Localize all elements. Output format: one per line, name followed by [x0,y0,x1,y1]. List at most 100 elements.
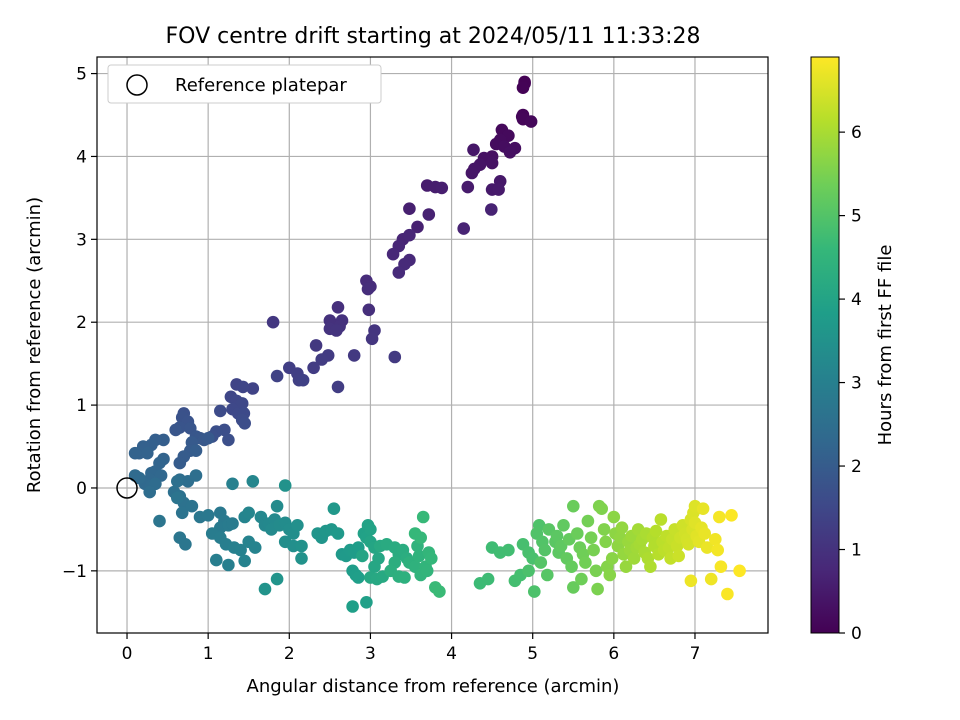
data-point [291,519,304,532]
data-point [398,571,411,584]
data-point [222,433,235,447]
data-point [352,571,365,584]
data-point [236,380,250,394]
data-point [457,222,471,235]
data-point [201,431,215,445]
x-tick-label: 0 [122,644,133,664]
data-point [603,568,617,582]
x-tick-label: 1 [203,644,214,664]
data-point [682,538,695,551]
y-tick-label: −1 [62,562,87,582]
data-point [238,417,251,430]
data-point [575,572,588,586]
data-point [364,523,377,536]
data-point [246,382,260,395]
data-point [502,543,515,557]
data-point [169,423,182,437]
data-point [266,315,280,329]
plot-frame [96,56,769,634]
data-point [684,574,698,588]
data-point [347,349,361,362]
data-point [270,369,284,383]
grid [97,57,768,633]
legend: Reference platepar [107,64,382,104]
y-tick-label: 1 [76,396,87,416]
data-point [143,485,156,499]
data-point [295,539,308,553]
data-point [258,582,272,596]
data-point [721,587,734,601]
data-point [714,560,728,573]
data-point [713,510,726,524]
data-point [128,469,142,482]
data-point [201,509,215,522]
data-point [234,543,247,557]
x-tick-label: 6 [608,644,619,664]
data-point [128,446,142,460]
data-point [725,509,738,522]
data-point [226,517,239,530]
data-point [567,581,580,594]
y-tick-label: 2 [76,313,87,333]
legend-marker-icon [126,74,148,96]
y-axis-label: Rotation from reference (arcmin) [24,197,45,493]
data-point [360,596,373,609]
data-point [696,502,710,515]
data-point [607,510,621,524]
data-point [185,499,199,513]
data-point [599,535,612,549]
data-point [595,502,608,515]
colorbar-tick-label: 3 [851,374,862,394]
data-point [356,549,369,563]
data-point [557,519,570,532]
data-point [346,600,359,613]
y-tick-label: 3 [76,230,87,250]
data-point [309,339,323,352]
data-point [565,560,578,573]
data-point [362,303,376,317]
data-point [307,361,320,375]
data-point [296,373,310,387]
data-point [584,531,598,544]
colorbar-tick-label: 1 [851,541,862,561]
data-point [368,560,381,573]
data-point [179,538,192,551]
data-point [414,531,428,544]
data-point [481,572,495,586]
data-point [516,81,530,94]
data-point [173,456,187,470]
data-point [388,350,402,364]
data-point [420,564,434,578]
colorbar-tick-label: 4 [851,290,862,310]
data-point [189,444,203,458]
x-tick-label: 2 [284,644,295,664]
colorbar-tick-label: 0 [851,624,862,644]
data-point [597,523,611,536]
data-point [222,558,235,572]
data-point [538,543,552,557]
x-axis-label: Angular distance from reference (arcmin) [247,676,620,697]
data-point [171,475,184,488]
data-point [270,499,284,513]
data-point [467,143,480,157]
y-tick-label: 0 [76,479,87,499]
x-tick-label: 7 [690,644,701,664]
legend-label: Reference platepar [175,75,347,96]
data-point [361,282,375,296]
data-point [425,552,438,565]
colorbar: 0 1 2 3 4 5 6 Hours from first FF file [810,56,896,644]
x-tick-label: 4 [446,644,457,664]
data-point [435,181,449,195]
colorbar-tick-label: 5 [851,207,862,227]
data-point [242,506,255,520]
data-point [416,510,430,524]
legend-box [107,64,382,104]
data-point [672,549,685,563]
data-point [327,502,341,515]
data-point [365,332,379,346]
axis-ticks: 0 1 2 3 4 5 6 7 −1 0 1 2 3 4 5 [62,65,700,664]
data-point [392,266,406,279]
data-point [567,499,580,513]
data-point [534,556,548,569]
data-point [238,554,251,568]
